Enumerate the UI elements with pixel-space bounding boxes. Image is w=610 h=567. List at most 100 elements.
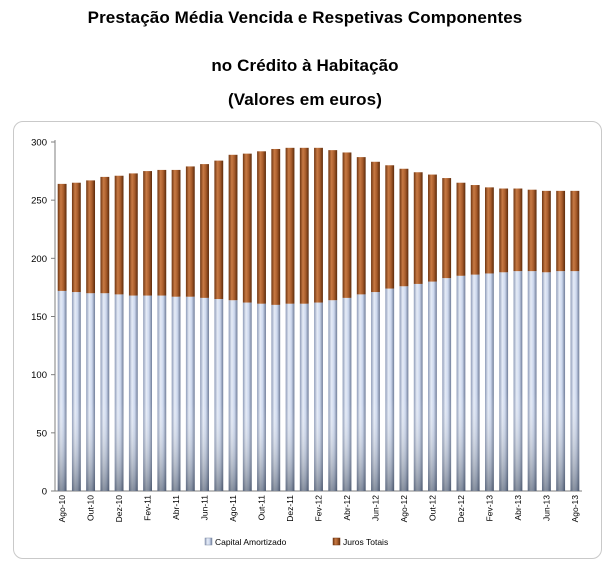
bar-juros-totais (200, 164, 209, 298)
x-tick-label: Out-10 (86, 495, 96, 521)
bar-capital-amortizado (371, 292, 380, 491)
bar-capital-amortizado (356, 294, 366, 491)
bar-base-shade (541, 392, 551, 491)
bar-base-shade (371, 401, 380, 491)
bar-capital-amortizado (57, 290, 67, 491)
bar-juros-totais (185, 166, 195, 297)
bar-juros-totais (556, 190, 566, 272)
bar-base-shade (171, 403, 181, 491)
bar-capital-amortizado (157, 295, 167, 491)
bar-base-shade (428, 396, 437, 491)
bar-base-shade (214, 404, 224, 491)
bar-capital-amortizado (100, 293, 110, 491)
bar-juros-totais (143, 171, 152, 296)
bar-juros-totais (399, 168, 409, 287)
bar-juros-totais (242, 153, 252, 303)
bar-capital-amortizado (271, 304, 281, 491)
bar-base-shade (385, 399, 395, 491)
bar-base-shade (86, 402, 96, 491)
bar-capital-amortizado (470, 274, 480, 491)
bar-base-shade (570, 392, 580, 491)
bar-capital-amortizado (228, 300, 238, 491)
bar-capital-amortizado (556, 271, 566, 491)
bar-juros-totais (299, 147, 309, 304)
bar-base-shade (442, 395, 452, 491)
bar-base-shade (499, 392, 509, 491)
bar-capital-amortizado (385, 288, 395, 491)
bar-capital-amortizado (413, 283, 423, 491)
y-tick-label: 50 (36, 428, 47, 439)
y-tick-label: 100 (31, 370, 47, 381)
bar-base-shade (200, 404, 209, 491)
legend-label-juros-totais: Juros Totais (343, 537, 388, 547)
x-axis-labels: Ago-10 Out-10 Dez-10 Fev-11 Abr-11 Jun-11 Ago-… (57, 495, 580, 523)
bar-juros-totais (428, 174, 437, 282)
y-tick-label: 250 (31, 196, 47, 207)
bar-juros-totais (371, 161, 380, 293)
bar-juros-totais (513, 188, 523, 272)
bar-base-shade (114, 402, 124, 491)
bar-base-shade (71, 401, 81, 491)
bar-capital-amortizado (242, 302, 252, 491)
bar-capital-amortizado (513, 271, 523, 491)
chart-title-line-1: Prestação Média Vencida e Respetivas Com… (87, 8, 523, 27)
bar-juros-totais (100, 176, 110, 294)
y-tick-label: 300 (31, 138, 47, 149)
bar-capital-amortizado (442, 278, 452, 491)
bar-juros-totais (342, 152, 352, 298)
bar-juros-totais (214, 160, 224, 300)
bar-juros-totais (71, 182, 81, 293)
bar-capital-amortizado (257, 303, 266, 491)
bar-base-shade (485, 393, 494, 491)
bar-juros-totais (171, 169, 181, 297)
bar-capital-amortizado (71, 292, 81, 491)
x-tick-label: Dez-12 (456, 495, 466, 523)
x-tick-label: Ago-11 (228, 495, 238, 522)
bar-capital-amortizado (328, 300, 338, 491)
bar-capital-amortizado (314, 302, 323, 491)
chart-title-line-3: (Valores em euros) (228, 90, 382, 109)
x-tick-label: Fev-11 (143, 495, 153, 521)
bar-capital-amortizado (185, 296, 195, 491)
bar-base-shade (299, 406, 309, 491)
x-tick-label: Ago-12 (399, 495, 409, 523)
bar-juros-totais (470, 185, 480, 275)
bar-base-shade (314, 406, 323, 491)
bar-base-shade (285, 406, 295, 491)
x-tick-label: Abr-11 (171, 495, 181, 520)
legend-label-capital-amortizado: Capital Amortizado (215, 537, 287, 547)
bar-capital-amortizado (399, 286, 409, 491)
bar-base-shade (470, 393, 480, 491)
bars (57, 147, 580, 491)
bar-base-shade (100, 402, 110, 491)
x-tick-label: Dez-11 (285, 495, 295, 522)
bar-juros-totais (456, 182, 466, 276)
bar-base-shade (271, 407, 281, 491)
x-tick-label: Jun-13 (541, 495, 551, 521)
bar-base-shade (556, 392, 566, 491)
bar-capital-amortizado (285, 303, 295, 491)
bar-capital-amortizado (456, 275, 466, 491)
bar-juros-totais (228, 154, 238, 301)
bar-juros-totais (485, 187, 494, 274)
bar-base-shade (356, 402, 366, 491)
y-tick-label: 200 (31, 254, 47, 265)
y-tick-label: 0 (42, 487, 47, 498)
bar-juros-totais (285, 147, 295, 304)
bar-juros-totais (257, 151, 266, 304)
x-tick-label: Abr-13 (513, 495, 523, 521)
x-tick-label: Jun-12 (370, 495, 380, 521)
x-tick-label: Out-11 (257, 495, 267, 521)
bar-base-shade (228, 405, 238, 491)
bar-capital-amortizado (485, 273, 494, 491)
bar-capital-amortizado (200, 297, 209, 491)
bar-base-shade (143, 403, 152, 491)
bar-base-shade (128, 403, 138, 491)
legend-swatch-juros-totais (332, 537, 341, 546)
bar-juros-totais (413, 172, 423, 284)
bar-juros-totais (271, 148, 281, 305)
chart-title-line-2: no Crédito à Habitação (211, 56, 399, 75)
bar-juros-totais (385, 165, 395, 289)
bar-capital-amortizado (342, 297, 352, 491)
